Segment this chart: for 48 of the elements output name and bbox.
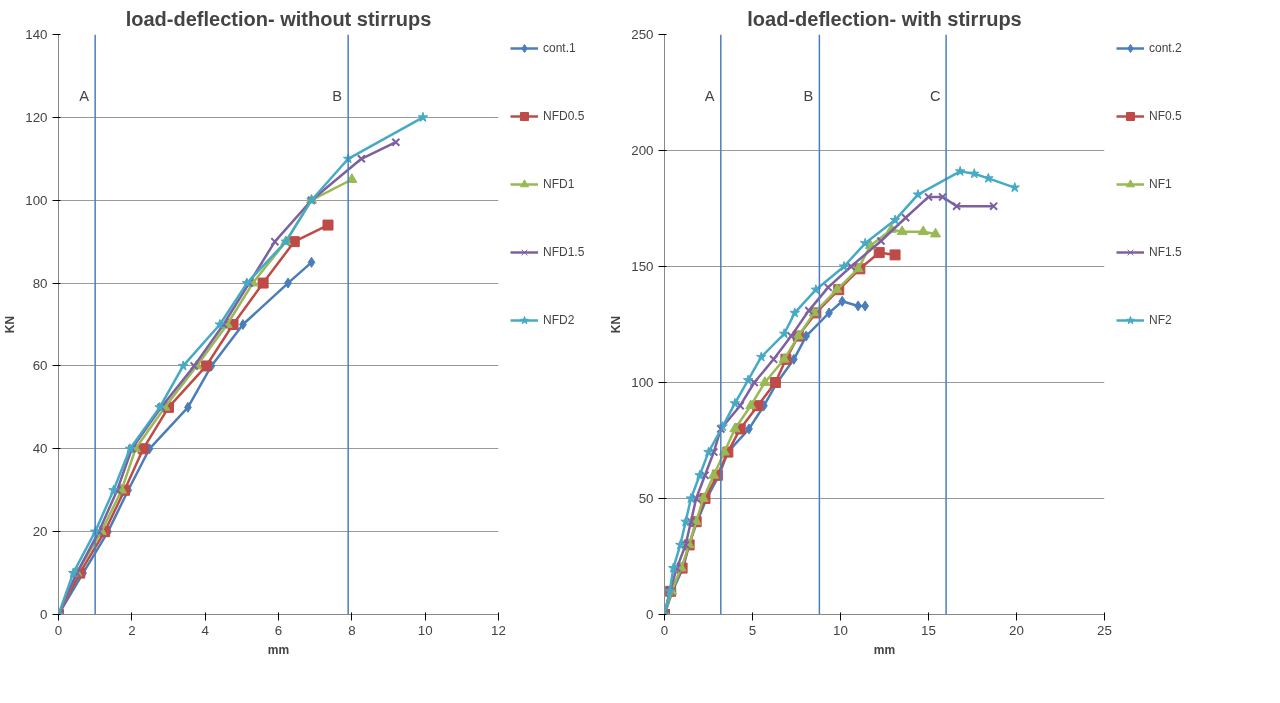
x-tick-label: 2 — [128, 622, 136, 638]
legend-label: cont.1 — [543, 41, 576, 55]
legend-label: cont.2 — [1149, 41, 1182, 55]
y-tick-label: 100 — [631, 375, 654, 390]
y-axis-title: KN — [609, 315, 624, 334]
x-axis-title: mm — [873, 642, 896, 657]
legend-label: NFD1 — [543, 177, 575, 191]
x-tick-label: 8 — [348, 622, 356, 638]
legend-label: NF2 — [1149, 313, 1172, 327]
ref-line-label: A — [79, 88, 90, 105]
x-tick-label: 12 — [491, 622, 506, 638]
y-tick-label: 60 — [32, 358, 48, 374]
x-tick-label: 6 — [274, 622, 283, 638]
ref-line-label: B — [332, 88, 342, 105]
x-tick-label: 20 — [1009, 622, 1024, 638]
chart-title: load-deflection- with stirrups — [747, 7, 1022, 30]
y-tick-label: 40 — [32, 441, 48, 457]
y-tick-label: 120 — [25, 109, 48, 125]
x-tick-label: 5 — [748, 622, 757, 638]
y-tick-label: 250 — [631, 27, 654, 42]
legend-label: NF0.5 — [1149, 109, 1182, 123]
y-tick-label: 0 — [40, 607, 48, 622]
y-tick-label: 80 — [32, 275, 48, 291]
y-tick-label: 140 — [25, 27, 48, 42]
legend-label: NFD0.5 — [543, 109, 585, 123]
chart-title: load-deflection- without stirrups — [125, 7, 432, 30]
ref-line-label: A — [704, 88, 715, 105]
x-tick-label: 25 — [1097, 622, 1112, 638]
y-tick-label: 100 — [25, 192, 48, 208]
y-tick-label: 150 — [631, 259, 654, 274]
y-tick-label: 20 — [32, 524, 48, 540]
x-tick-label: 4 — [201, 622, 210, 638]
ref-line-label: B — [803, 88, 814, 105]
legend-label: NF1 — [1149, 177, 1172, 191]
legend-label: NFD2 — [543, 313, 575, 327]
ref-line-label: C — [930, 88, 942, 105]
y-tick-label: 200 — [631, 143, 654, 158]
y-tick-label: 50 — [638, 491, 654, 506]
x-axis-title: mm — [267, 642, 290, 657]
y-axis-title: KN — [3, 315, 18, 334]
x-tick-label: 15 — [921, 622, 936, 638]
legend-label: NF1.5 — [1149, 245, 1182, 259]
x-tick-label: 0 — [660, 622, 669, 638]
legend-label: NFD1.5 — [543, 245, 585, 259]
y-tick-label: 0 — [646, 607, 654, 622]
x-tick-label: 10 — [417, 622, 433, 638]
x-tick-label: 10 — [833, 622, 848, 638]
x-tick-label: 0 — [54, 622, 63, 638]
